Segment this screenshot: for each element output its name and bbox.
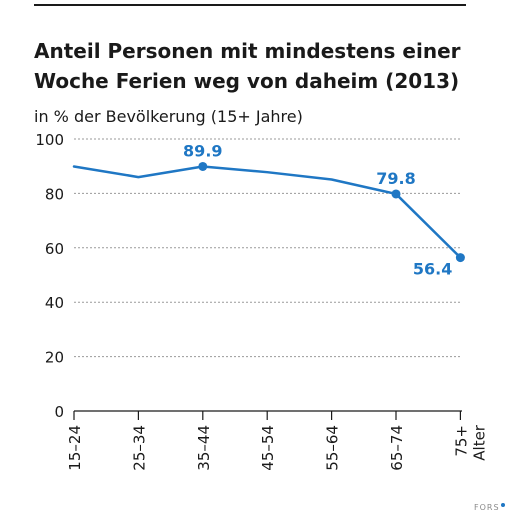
source-logo-text: FORS [474, 503, 500, 512]
y-tick-label-20: 20 [45, 349, 64, 367]
y-tick-label-80: 80 [45, 185, 64, 203]
data-point-5 [391, 189, 401, 199]
data-label-5: 79.8 [376, 169, 415, 188]
chart-title-line-1: Anteil Personen mit mindestens einer [34, 39, 461, 63]
x-tick-label-0: 15–24 [66, 425, 84, 471]
chart-title: Anteil Personen mit mindestens einer Woc… [34, 36, 504, 96]
logo-dot-icon [500, 503, 505, 507]
data-label-6: 56.4 [413, 260, 452, 279]
x-tick-label-2: 35–44 [195, 425, 213, 471]
data-point-2 [198, 161, 208, 171]
grid-layer [74, 138, 462, 358]
x-axis-title: Alter [470, 424, 488, 461]
source-logo: FORS [474, 503, 505, 512]
y-tick-label-60: 60 [45, 240, 64, 258]
data-label-2: 89.9 [183, 141, 222, 160]
x-tick-label-6: 75+ [452, 425, 470, 457]
y-tick-label-0: 0 [54, 403, 64, 421]
x-tick-label-4: 55–64 [324, 425, 342, 471]
x-tick-label-1: 25–34 [130, 425, 148, 471]
data-point-6 [455, 253, 465, 263]
label-layer: 89.9 79.8 56.4 [183, 141, 452, 278]
y-tick-label-40: 40 [45, 294, 64, 312]
top-rule [34, 4, 466, 6]
series-layer [72, 161, 465, 263]
y-tick-label-100: 100 [35, 131, 64, 149]
chart-title-line-2: Woche Ferien weg von daheim (2013) [34, 69, 460, 93]
axis-layer: 0 20 40 60 80 100 15–24 25–34 35–44 45–54 55–64 65–… [35, 131, 488, 471]
x-tick-label-5: 65–74 [388, 425, 406, 471]
x-tick-label-3: 45–54 [259, 425, 277, 471]
chart-subtitle: in % der Bevölkerung (15+ Jahre) [34, 107, 303, 126]
